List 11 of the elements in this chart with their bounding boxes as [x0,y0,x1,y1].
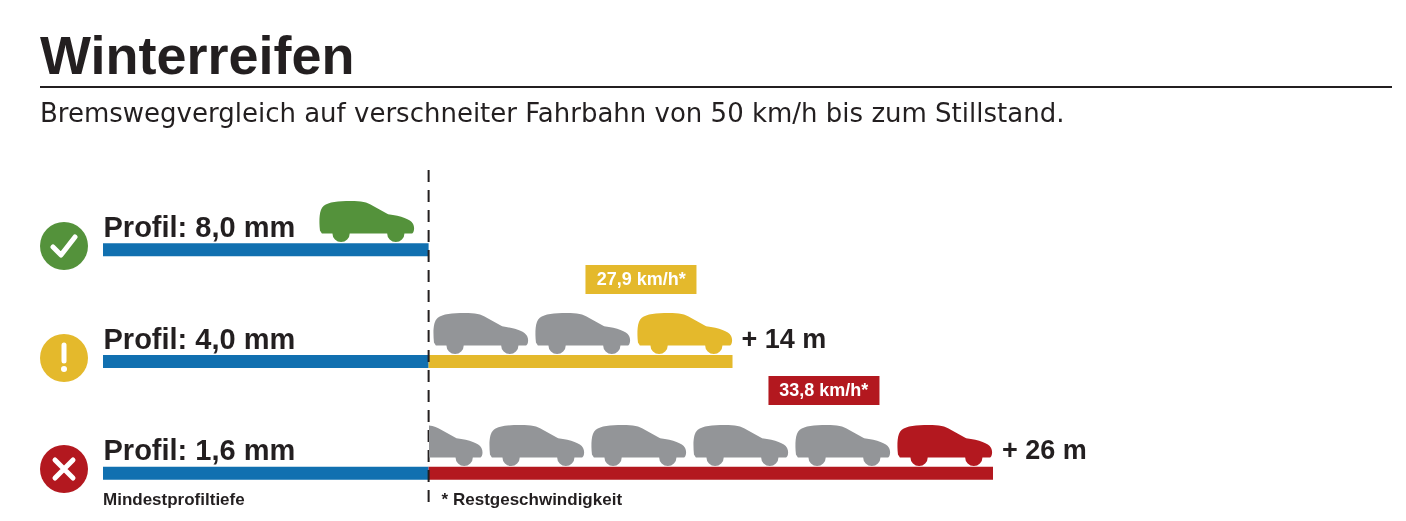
annotation: Mindestprofiltiefe [103,490,245,509]
annotation: * Restgeschwindigkeit [441,490,623,509]
annotation: 33,8 km/h* [768,376,880,406]
chart-subtitle: Bremswegvergleich auf verschneiter Fahrbahn von 50 km/h bis zum Stillstand. [40,98,1065,128]
chart-title: Winterreifen [40,25,355,85]
y-tick-label: Profil: 1,6 mm [103,434,296,467]
data-label: + 14 m [741,323,827,354]
annotation: 27,9 km/h* [585,264,697,294]
data-label: + 26 m [1002,435,1087,466]
y-tick-label: Profil: 4,0 mm [103,322,296,355]
y-tick-label: Profil: 8,0 mm [103,210,296,243]
